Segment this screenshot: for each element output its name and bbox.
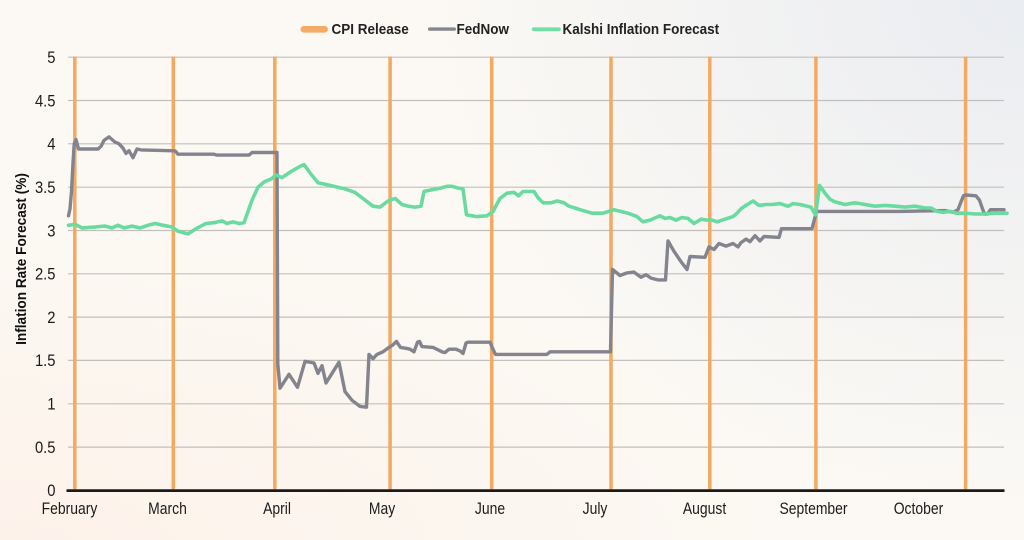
svg-text:2.5: 2.5 — [35, 266, 56, 284]
svg-text:Kalshi Inflation Forecast: Kalshi Inflation Forecast — [563, 21, 720, 38]
svg-text:3.5: 3.5 — [35, 179, 56, 197]
svg-text:1.5: 1.5 — [35, 352, 56, 370]
svg-text:0: 0 — [47, 482, 55, 500]
svg-text:4.5: 4.5 — [35, 92, 56, 110]
svg-text:2: 2 — [47, 309, 55, 327]
svg-text:March: March — [148, 500, 187, 519]
svg-text:May: May — [369, 500, 396, 519]
svg-text:FedNow: FedNow — [457, 21, 510, 38]
svg-text:4: 4 — [47, 136, 55, 154]
svg-text:October: October — [894, 500, 944, 519]
svg-text:July: July — [583, 500, 608, 519]
svg-text:1: 1 — [47, 396, 55, 414]
svg-text:5: 5 — [47, 49, 55, 67]
svg-text:April: April — [263, 500, 291, 519]
svg-text:August: August — [683, 500, 727, 519]
svg-text:September: September — [779, 500, 847, 519]
svg-text:June: June — [475, 500, 505, 519]
svg-text:February: February — [42, 500, 98, 519]
svg-text:3: 3 — [47, 222, 55, 240]
svg-text:0.5: 0.5 — [35, 439, 56, 457]
svg-text:CPI Release: CPI Release — [332, 21, 409, 38]
svg-text:Inflation Rate Forecast (%): Inflation Rate Forecast (%) — [13, 173, 29, 345]
